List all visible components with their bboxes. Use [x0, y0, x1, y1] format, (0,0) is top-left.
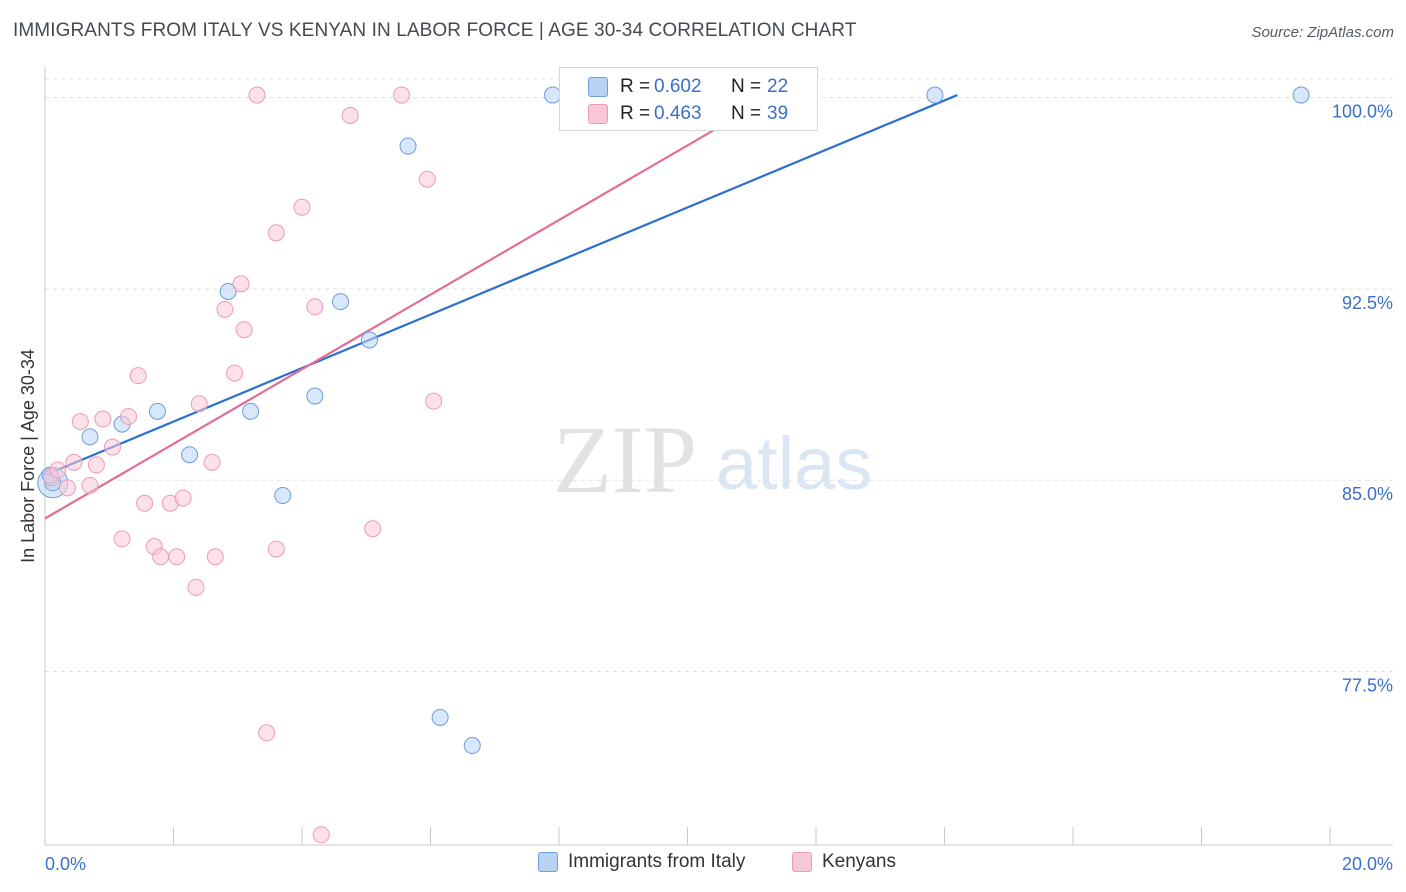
kenyan-trend-line: [44, 94, 775, 520]
kenyan-point: [136, 494, 154, 512]
kenyan-point: [293, 198, 311, 216]
y-tick-label: 85.0%: [1342, 484, 1393, 504]
kenyan-point: [71, 413, 89, 431]
legend-item-italy[interactable]: Immigrants from Italy: [538, 851, 745, 873]
kenyan-swatch: [588, 104, 608, 124]
kenyan-point: [94, 410, 112, 428]
italy-trend-line: [44, 94, 958, 477]
r-value: 0.463: [654, 103, 702, 124]
kenyan-point: [168, 548, 186, 566]
italy-swatch: [588, 77, 608, 97]
italy-point: [242, 402, 260, 420]
kenyan-point: [235, 321, 253, 339]
x-tick-label: 20.0%: [1342, 854, 1393, 874]
axis-layer: [44, 67, 1393, 846]
kenyan-point: [58, 479, 76, 497]
kenyan-point: [364, 520, 382, 538]
kenyan-point: [216, 300, 234, 318]
kenyan-point: [267, 224, 285, 242]
kenyan-point: [226, 364, 244, 382]
tick-labels: 77.5% 85.0% 92.5% 100.0% 0.0% 20.0%: [45, 102, 1393, 874]
n-label: N =: [731, 103, 762, 124]
kenyan-point: [203, 453, 221, 471]
y-axis-label: In Labor Force | Age 30-34: [18, 349, 38, 563]
italy-point: [274, 487, 292, 505]
kenyan-point: [267, 540, 285, 558]
kenyan-point: [129, 367, 147, 385]
y-tick-label: 92.5%: [1342, 293, 1393, 313]
chart-legend: Immigrants from Italy Kenyans: [0, 851, 1406, 881]
y-tick-label: 77.5%: [1342, 676, 1393, 696]
kenyan-point: [258, 724, 276, 742]
kenyan-point: [81, 476, 99, 494]
grid-layer: [45, 78, 1393, 845]
r-label: R =: [620, 76, 651, 97]
watermark-atlas: atlas: [716, 422, 872, 505]
legend-item-kenyans[interactable]: Kenyans: [792, 851, 896, 873]
stats-row-italy: R = 0.602 N = 22: [560, 74, 817, 100]
kenyan-point: [312, 826, 330, 844]
italy-point: [360, 331, 378, 349]
kenyan-point: [152, 548, 170, 566]
italy-point: [431, 708, 449, 726]
italy-point: [332, 293, 350, 311]
data-points: [37, 86, 1310, 844]
italy-point: [306, 387, 324, 405]
legend-swatch-italy: [538, 852, 558, 872]
kenyan-point: [174, 489, 192, 507]
stats-row-kenyan: R = 0.463 N = 39: [560, 101, 817, 127]
kenyan-point: [49, 461, 67, 479]
italy-point: [926, 86, 944, 104]
italy-point: [1292, 86, 1310, 104]
kenyan-point: [187, 578, 205, 596]
y-tick-label: 100.0%: [1332, 102, 1393, 122]
italy-point: [81, 428, 99, 446]
italy-point: [181, 446, 199, 464]
kenyan-point: [341, 106, 359, 124]
source-credit: Source: ZipAtlas.com: [1251, 24, 1394, 41]
italy-point: [148, 402, 166, 420]
kenyan-point: [232, 275, 250, 293]
watermark: ZIP atlas: [553, 406, 872, 513]
legend-swatch-kenyans: [792, 852, 812, 872]
kenyan-point: [65, 453, 83, 471]
kenyan-point: [248, 86, 266, 104]
kenyan-point: [425, 392, 443, 410]
italy-point: [463, 737, 481, 755]
italy-point: [219, 282, 237, 300]
x-tick-label: 0.0%: [45, 854, 86, 874]
kenyan-point: [113, 530, 131, 548]
kenyan-point: [306, 298, 324, 316]
stats-box: R = 0.602 N = 22 R = 0.463 N = 39: [559, 67, 818, 131]
n-label: N =: [731, 76, 762, 97]
r-label: R =: [620, 103, 651, 124]
italy-point: [399, 137, 417, 155]
kenyan-point: [103, 438, 121, 456]
legend-label-italy: Immigrants from Italy: [568, 851, 746, 872]
kenyan-point: [120, 407, 138, 425]
legend-label-kenyans: Kenyans: [822, 851, 896, 872]
n-value: 39: [767, 103, 789, 124]
kenyan-point: [418, 170, 436, 188]
kenyan-point: [190, 395, 208, 413]
n-value: 22: [767, 76, 789, 97]
chart-title: IMMIGRANTS FROM ITALY VS KENYAN IN LABOR…: [13, 20, 857, 41]
r-value: 0.602: [654, 76, 702, 97]
watermark-zip: ZIP: [553, 406, 697, 513]
kenyan-point: [87, 456, 105, 474]
kenyan-point: [206, 548, 224, 566]
kenyan-point: [393, 86, 411, 104]
